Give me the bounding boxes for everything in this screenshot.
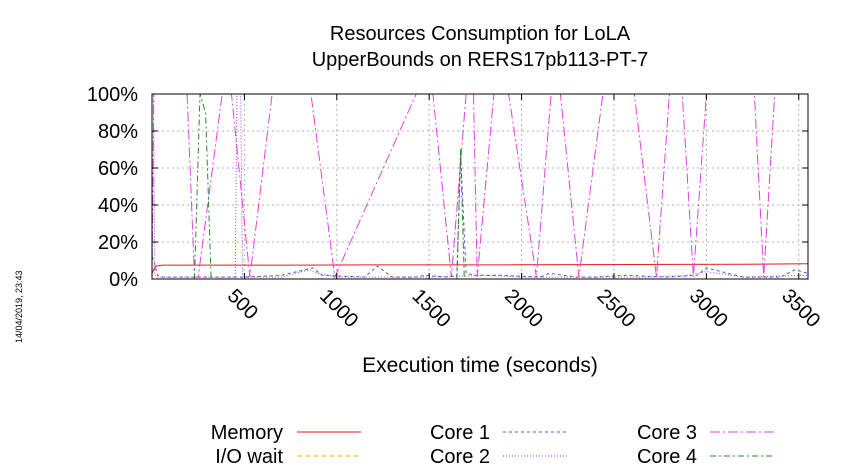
legend-label-core-4: Core 4 bbox=[637, 446, 697, 468]
chart-title-line-2: UpperBounds on RERS17pb113-PT-7 bbox=[312, 49, 649, 71]
x-tick-label: 3000 bbox=[685, 285, 732, 332]
series-line-core-2 bbox=[152, 93, 809, 278]
x-tick-label: 1000 bbox=[315, 285, 362, 332]
series-line-core-3 bbox=[151, 93, 808, 279]
y-tick-label: 80% bbox=[98, 121, 138, 143]
y-axis-ticks: 0% 20% 40% 60% 80% 100% bbox=[87, 84, 808, 291]
legend-label-i-o-wait: I/O wait bbox=[215, 446, 283, 468]
y-tick-label: 20% bbox=[98, 232, 138, 254]
legend-label-core-3: Core 3 bbox=[637, 422, 697, 444]
series-line-memory bbox=[151, 263, 809, 274]
x-tick-label: 2500 bbox=[592, 285, 639, 332]
y-tick-label: 100% bbox=[87, 84, 138, 106]
series-line-core-1 bbox=[151, 153, 809, 278]
legend-label-memory: Memory bbox=[211, 422, 283, 444]
y-tick-label: 40% bbox=[98, 195, 138, 217]
series-line-core-4 bbox=[152, 93, 808, 280]
chart-title-line-1: Resources Consumption for LoLA bbox=[330, 23, 631, 45]
legend-label-core-1: Core 1 bbox=[430, 422, 490, 444]
y-tick-label: 0% bbox=[109, 269, 138, 291]
x-tick-label: 1500 bbox=[408, 285, 455, 332]
y-tick-label: 60% bbox=[98, 158, 138, 180]
plot-frame bbox=[151, 93, 809, 280]
x-axis-label: Execution time (seconds) bbox=[362, 354, 598, 377]
x-tick-label: 2000 bbox=[500, 285, 547, 332]
x-axis-ticks: 500 1000 1500 2000 2500 3000 3500 bbox=[223, 94, 824, 332]
timestamp: 14/04/2019, 23:43 bbox=[14, 270, 24, 343]
x-tick-label: 3500 bbox=[777, 285, 824, 332]
legend-label-core-2: Core 2 bbox=[430, 446, 490, 468]
series-lines bbox=[151, 93, 809, 280]
x-tick-label: 500 bbox=[223, 285, 262, 324]
grid-lines bbox=[152, 94, 808, 279]
